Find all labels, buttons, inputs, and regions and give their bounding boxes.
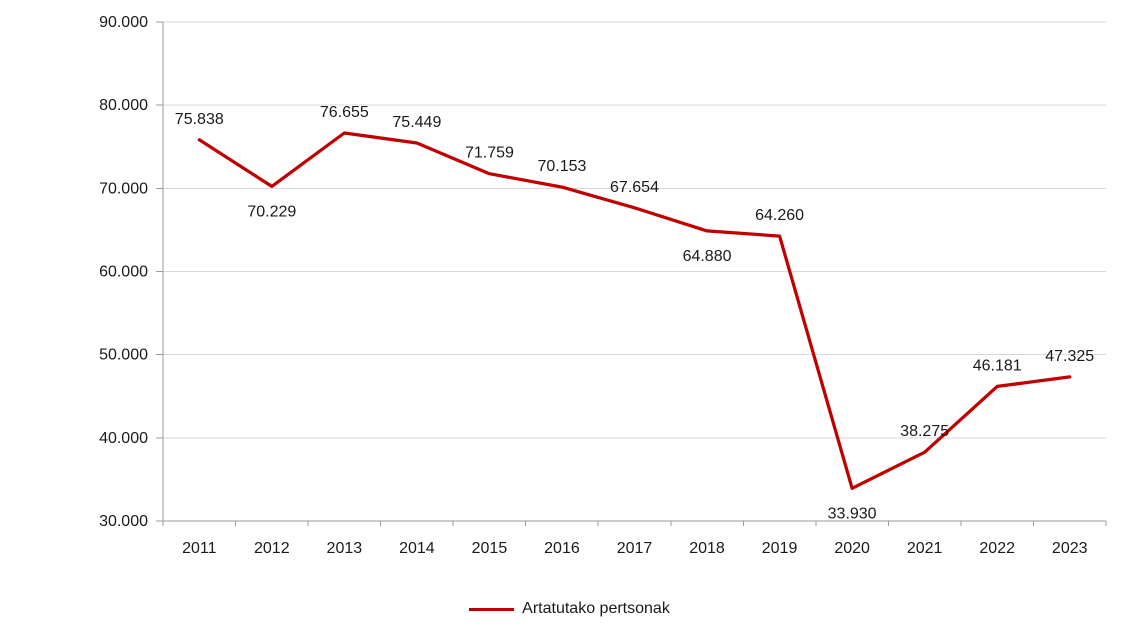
- data-label: 76.655: [320, 104, 369, 121]
- x-axis-label: 2020: [834, 540, 870, 557]
- y-axis-label: 40.000: [99, 430, 148, 447]
- x-axis-label: 2019: [762, 540, 798, 557]
- y-axis-label: 70.000: [99, 180, 148, 197]
- data-label: 47.325: [1045, 348, 1094, 365]
- data-label: 46.181: [973, 357, 1022, 374]
- data-series-line: [197, 131, 1072, 490]
- x-axis-label: 2012: [254, 540, 290, 557]
- legend-line-marker: [469, 607, 515, 611]
- y-axis-label: 60.000: [99, 264, 148, 281]
- data-label: 70.153: [537, 158, 586, 175]
- legend-label: Artatutako pertsonak: [522, 600, 670, 617]
- data-label: 33.930: [828, 505, 877, 522]
- y-axis-label: 90.000: [99, 14, 148, 31]
- data-label: 70.229: [247, 203, 296, 220]
- x-axis-label: 2015: [472, 540, 508, 557]
- legend: Artatutako pertsonak: [0, 596, 1139, 622]
- x-axis-label: 2014: [399, 540, 435, 557]
- y-axis-label: 30.000: [99, 513, 148, 530]
- x-axis-label: 2016: [544, 540, 580, 557]
- x-axis-label: 2021: [907, 540, 943, 557]
- x-axis-label: 2023: [1052, 540, 1088, 557]
- data-label: 38.275: [900, 423, 949, 440]
- data-label: 64.880: [683, 248, 732, 265]
- x-axis-label: 2017: [617, 540, 653, 557]
- data-label: 71.759: [465, 145, 514, 162]
- data-label: 75.838: [175, 111, 224, 128]
- data-label: 64.260: [755, 207, 804, 224]
- x-axis-label: 2013: [327, 540, 363, 557]
- data-label: 75.449: [392, 114, 441, 131]
- y-axis-label: 50.000: [99, 347, 148, 364]
- data-label: 67.654: [610, 179, 659, 196]
- x-axis-label: 2022: [979, 540, 1015, 557]
- y-axis-label: 80.000: [99, 97, 148, 114]
- x-axis-label: 2018: [689, 540, 725, 557]
- x-axis-label: 2011: [182, 540, 217, 557]
